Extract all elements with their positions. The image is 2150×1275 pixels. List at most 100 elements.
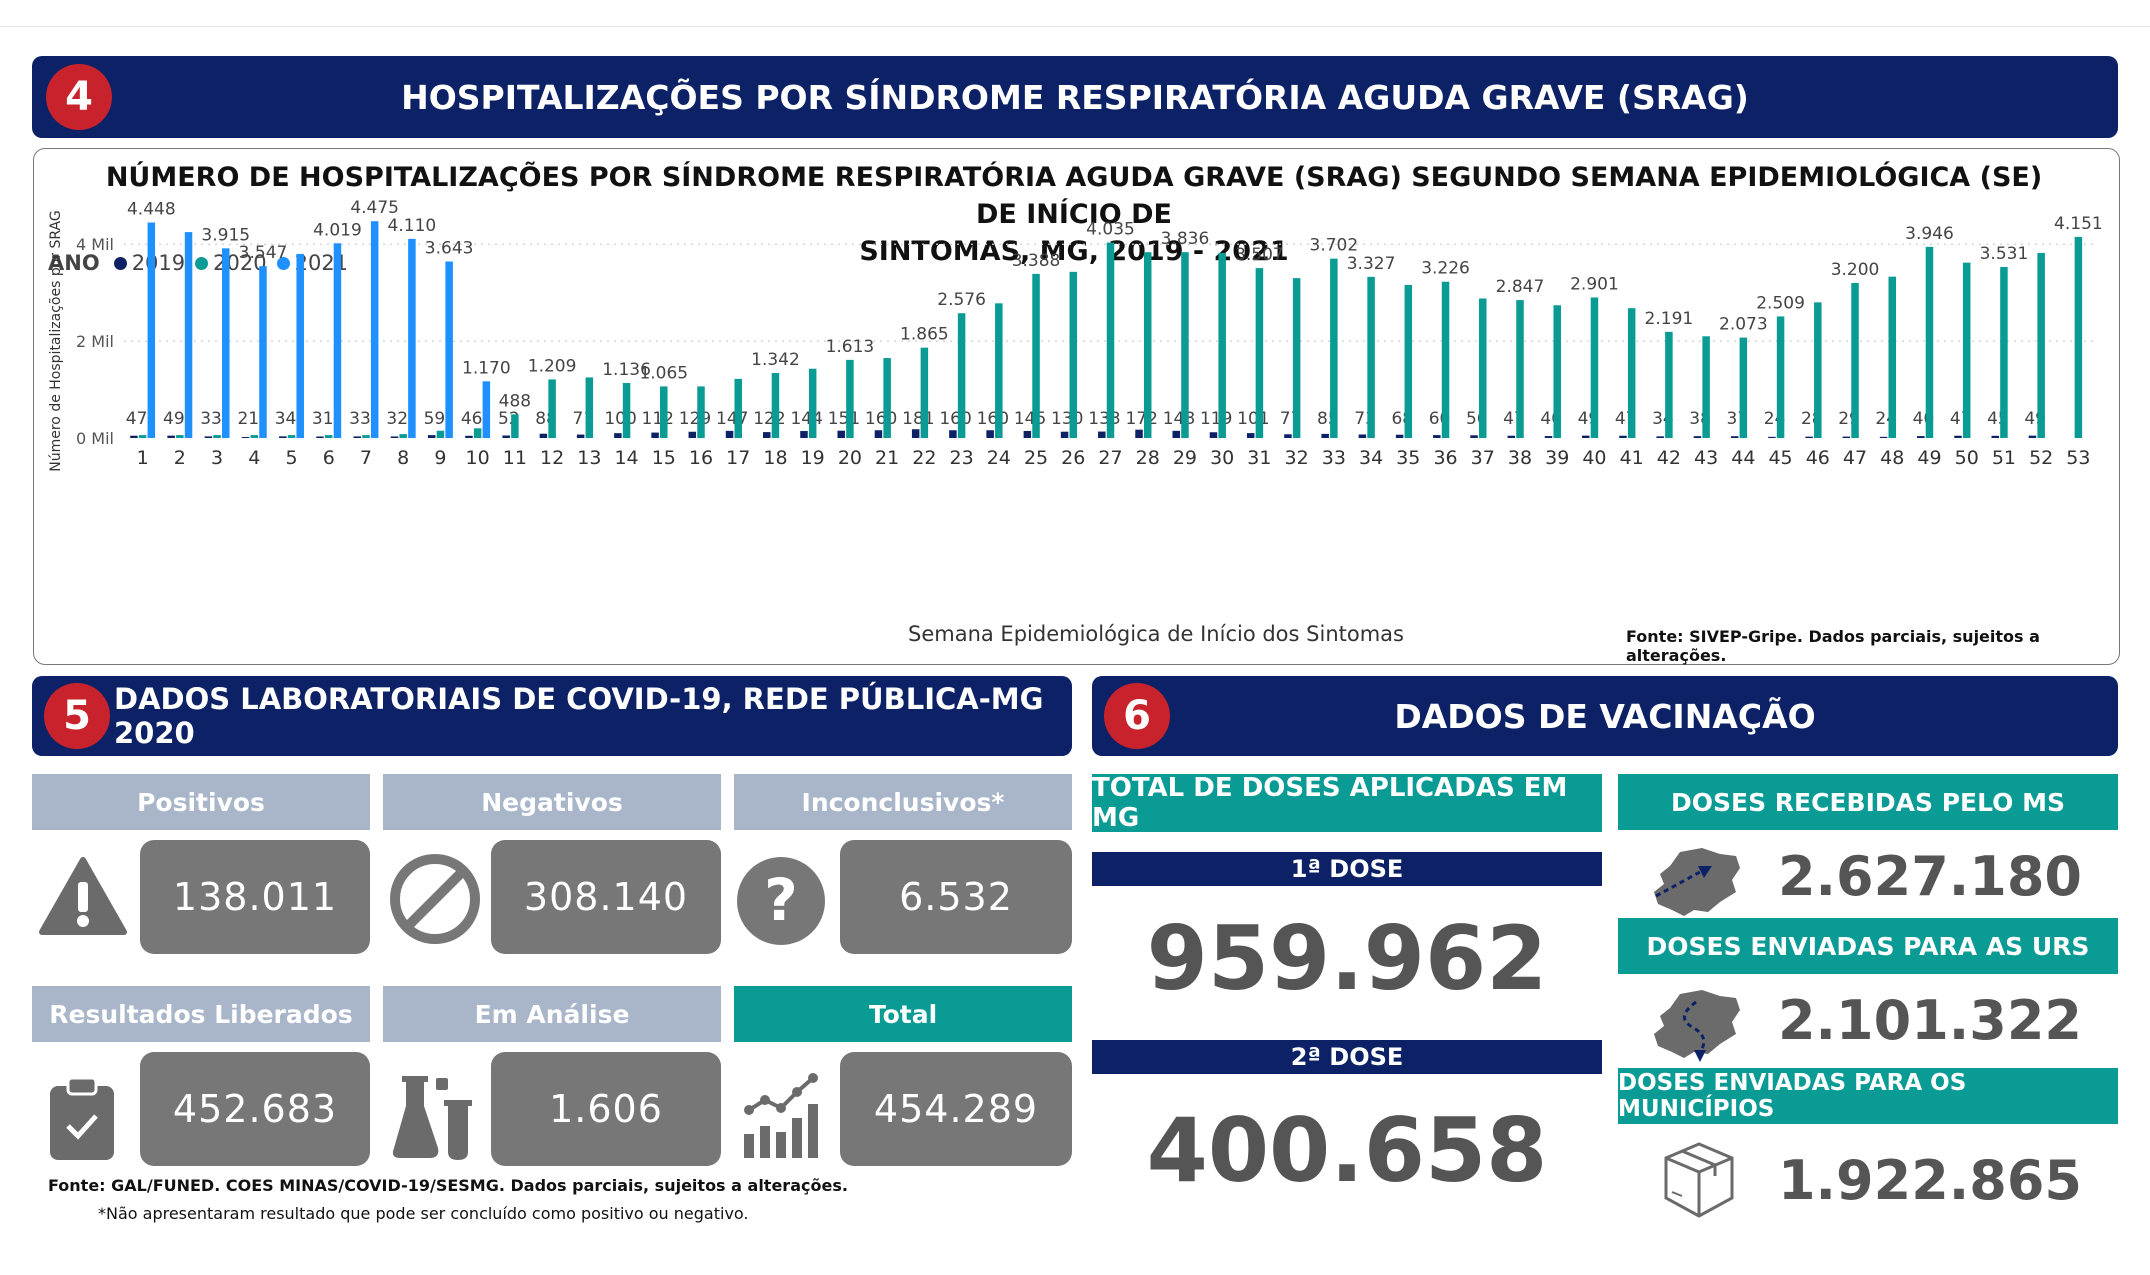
bar-2019-se8 bbox=[390, 436, 399, 438]
x-tick-label: 23 bbox=[950, 447, 974, 469]
legend-item-2019[interactable]: 2019 bbox=[113, 251, 186, 275]
doses-recebidas-header: DOSES RECEBIDAS PELO MS bbox=[1618, 774, 2118, 830]
data-label-2019-se28: 172 bbox=[1125, 409, 1157, 429]
data-label-2019-se26: 130 bbox=[1051, 409, 1083, 429]
bar-2019-se13 bbox=[576, 434, 585, 438]
data-label-2020-se49: 3.946 bbox=[1905, 224, 1954, 244]
bar-2020-se28 bbox=[1143, 252, 1152, 438]
data-label-2019-se6: 31 bbox=[312, 409, 334, 429]
positivos-value: 138.011 bbox=[140, 840, 370, 954]
x-tick-label: 26 bbox=[1061, 447, 1085, 469]
x-tick-label: 11 bbox=[503, 447, 527, 469]
bar-2020-se17 bbox=[734, 378, 742, 438]
bar-2019-se22 bbox=[911, 429, 920, 438]
x-tick-label: 14 bbox=[614, 447, 638, 469]
bar-2019-se21 bbox=[874, 430, 883, 438]
x-tick-label: 50 bbox=[1955, 447, 1979, 469]
total-doses-header: TOTAL DE DOSES APLICADAS EM MG bbox=[1092, 773, 1602, 833]
data-label-2020-se22: 1.865 bbox=[900, 325, 949, 345]
x-tick-label: 5 bbox=[285, 447, 297, 469]
bar-2019-se35 bbox=[1395, 434, 1404, 438]
data-label-2020-se53: 4.151 bbox=[2054, 214, 2103, 234]
total-value: 454.289 bbox=[840, 1052, 1072, 1166]
bar-2019-se19 bbox=[800, 431, 808, 438]
legend-label-2019: 2019 bbox=[131, 251, 186, 275]
bar-2020-se34 bbox=[1367, 276, 1375, 438]
x-tick-label: 7 bbox=[360, 447, 372, 469]
bar-2019-se40 bbox=[1581, 435, 1590, 438]
data-label-2019-se9: 59 bbox=[424, 409, 446, 429]
section-4-banner: 4 HOSPITALIZAÇÕES POR SÍNDROME RESPIRATÓ… bbox=[32, 56, 2118, 138]
x-tick-label: 9 bbox=[434, 447, 446, 469]
data-label-2020-se27: 4.035 bbox=[1086, 220, 1135, 240]
bar-2019-se45 bbox=[1768, 436, 1776, 438]
bar-2019-se48 bbox=[1879, 436, 1888, 438]
data-label-2019-se30: 119 bbox=[1200, 409, 1232, 429]
bar-2020-se2 bbox=[176, 435, 184, 438]
data-label-2019-se7: 33 bbox=[349, 409, 371, 429]
y-tick-label: 0 Mil bbox=[76, 429, 114, 448]
x-tick-label: 18 bbox=[763, 447, 787, 469]
bar-2020-se13 bbox=[585, 377, 594, 438]
data-label-2019-se31: 101 bbox=[1237, 409, 1269, 429]
bar-2020-se50 bbox=[1962, 262, 1971, 438]
data-label-2020-se40: 2.901 bbox=[1570, 274, 1619, 294]
bar-2021-se3 bbox=[222, 248, 230, 438]
section-5-badge: 5 bbox=[44, 683, 110, 749]
doses-recebidas-value: 2.627.180 bbox=[1777, 845, 2083, 908]
data-label-2019-se20: 151 bbox=[828, 409, 860, 429]
package-box-icon bbox=[1664, 1142, 1734, 1218]
x-tick-label: 52 bbox=[2029, 447, 2053, 469]
liberados-value: 452.683 bbox=[140, 1052, 370, 1166]
bar-2019-se27 bbox=[1098, 431, 1106, 438]
bar-2019-se31 bbox=[1246, 433, 1255, 438]
bar-2019-se46 bbox=[1805, 436, 1813, 438]
chart-title-line2: SINTOMAS, MG, 2019 - 2021 bbox=[859, 236, 1289, 267]
x-tick-label: 35 bbox=[1396, 447, 1420, 469]
x-tick-label: 37 bbox=[1471, 447, 1495, 469]
bar-2020-se27 bbox=[1106, 242, 1115, 438]
bar-2020-se31 bbox=[1255, 268, 1264, 438]
data-label-2019-se15: 112 bbox=[642, 409, 674, 429]
bar-2019-se14 bbox=[614, 433, 622, 438]
bar-2019-se34 bbox=[1358, 434, 1367, 438]
data-label-2019-se1: 47 bbox=[126, 409, 148, 429]
bar-2019-se12 bbox=[539, 433, 548, 438]
data-label-2019-se18: 122 bbox=[753, 409, 785, 429]
doses-municipios-value: 1.922.865 bbox=[1777, 1149, 2083, 1212]
legend-dot-2021 bbox=[276, 256, 290, 270]
data-label-2019-se27: 133 bbox=[1088, 409, 1120, 429]
bar-2020-se20 bbox=[846, 359, 854, 438]
bar-2021-se7 bbox=[370, 221, 379, 438]
bar-2019-se11 bbox=[502, 435, 510, 438]
data-label-2020-se42: 2.191 bbox=[1645, 309, 1694, 329]
data-label-2021-se7: 4.475 bbox=[350, 198, 399, 218]
dose2-value: 400.658 bbox=[1146, 1099, 1548, 1202]
x-tick-label: 38 bbox=[1508, 447, 1532, 469]
bar-2020-se32 bbox=[1292, 278, 1301, 438]
bar-2019-se6 bbox=[316, 436, 324, 438]
data-label-2020-se44: 2.073 bbox=[1719, 315, 1768, 335]
bar-2020-se49 bbox=[1925, 246, 1934, 438]
data-label-2020-se36: 3.226 bbox=[1421, 259, 1470, 279]
total-header: Total bbox=[734, 986, 1072, 1042]
srag-bar-chart: 0 Mil 2 Mil 4 Mil Número de Hospitalizações… bbox=[48, 198, 2103, 646]
bar-2020-se5 bbox=[287, 435, 296, 438]
data-label-2021-se6: 4.019 bbox=[313, 220, 362, 240]
data-label-2021-se4: 3.547 bbox=[239, 243, 288, 263]
data-label-2020-se18: 1.342 bbox=[751, 350, 800, 370]
bar-2020-se3 bbox=[213, 435, 221, 438]
bar-2020-se14 bbox=[622, 382, 631, 438]
bar-2019-se42 bbox=[1656, 436, 1664, 438]
bar-2020-se23 bbox=[957, 313, 966, 438]
doses-municipios-header: DOSES ENVIADAS PARA OS MUNICÍPIOS bbox=[1618, 1068, 2118, 1124]
top-divider bbox=[0, 26, 2150, 27]
bar-chart-trend-icon bbox=[744, 1073, 818, 1158]
bar-2020-se24 bbox=[995, 303, 1003, 438]
x-tick-label: 4 bbox=[248, 447, 260, 469]
x-tick-label: 19 bbox=[801, 447, 825, 469]
x-axis-label: Semana Epidemiológica de Início dos Sint… bbox=[908, 622, 1404, 646]
bar-2019-se29 bbox=[1172, 430, 1181, 438]
mg-map-arrow-icon bbox=[1654, 848, 1740, 916]
bar-2020-se33 bbox=[1330, 258, 1338, 438]
